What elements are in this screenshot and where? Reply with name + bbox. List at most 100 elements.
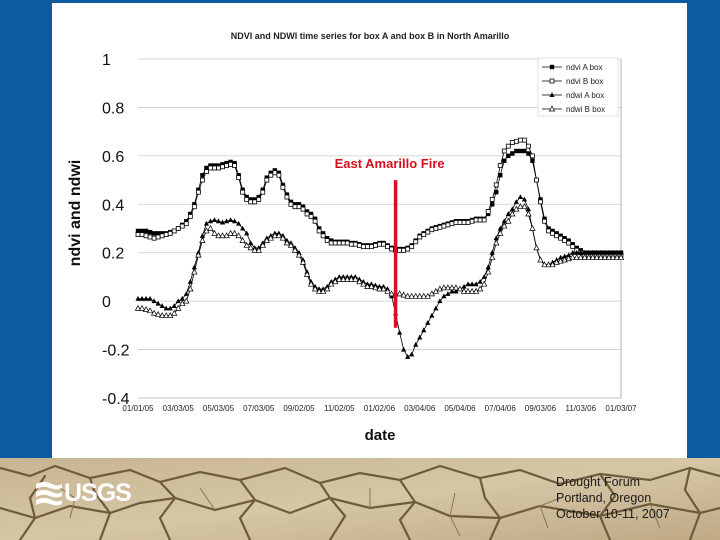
data-point <box>134 304 142 311</box>
data-point <box>216 165 221 171</box>
x-tick-label: 09/03/06 <box>525 404 557 413</box>
data-point <box>509 210 516 217</box>
data-point <box>550 230 555 236</box>
data-point <box>413 239 419 245</box>
data-point <box>244 230 250 236</box>
earth-cracks <box>0 464 720 540</box>
data-point <box>216 163 221 168</box>
data-point <box>558 233 563 238</box>
data-point <box>276 172 282 178</box>
data-point <box>348 275 355 282</box>
data-point <box>477 217 483 223</box>
data-point <box>510 151 515 156</box>
fire-annotation: East Amarillo Fire <box>335 156 445 328</box>
data-point <box>494 189 499 195</box>
data-point <box>542 218 547 224</box>
data-point <box>236 175 242 181</box>
data-point <box>155 234 161 240</box>
data-point <box>192 202 197 207</box>
x-tick-label: 11/02/05 <box>324 404 355 413</box>
footer-caption: Drought Forum Portland, Oregon October 1… <box>556 474 670 522</box>
data-point <box>147 295 153 301</box>
data-point <box>550 228 555 234</box>
data-point <box>477 278 483 284</box>
data-point <box>147 234 153 240</box>
data-point <box>514 148 519 154</box>
data-point <box>420 292 427 299</box>
data-point <box>493 239 500 246</box>
data-point <box>155 231 161 236</box>
x-axis-label: date <box>365 427 396 444</box>
y-tick-label: 0 <box>102 294 111 311</box>
data-point <box>613 254 621 260</box>
data-point <box>589 254 597 260</box>
data-point <box>456 285 464 292</box>
data-point <box>135 295 141 301</box>
data-point <box>324 235 330 241</box>
series-layer <box>134 137 625 359</box>
data-point <box>158 312 166 319</box>
data-point <box>558 254 564 260</box>
data-point <box>139 228 145 234</box>
data-point <box>308 213 314 219</box>
data-point <box>448 284 456 291</box>
data-point <box>219 219 226 225</box>
data-point <box>199 237 206 243</box>
data-point <box>497 163 503 168</box>
data-point <box>581 254 588 260</box>
data-point <box>566 252 572 258</box>
data-point <box>376 285 383 292</box>
data-point <box>340 240 346 246</box>
legend-label: ndvi A box <box>566 63 602 72</box>
data-point <box>151 231 157 236</box>
data-point <box>300 204 306 209</box>
data-point <box>154 310 162 317</box>
data-point <box>304 211 310 217</box>
data-point <box>231 229 238 236</box>
data-point <box>593 254 601 260</box>
data-point <box>522 148 527 154</box>
data-point <box>566 240 572 246</box>
data-point <box>228 159 233 165</box>
data-point <box>315 287 323 294</box>
data-point <box>352 241 358 247</box>
data-point <box>344 240 350 246</box>
data-point <box>183 297 190 304</box>
data-point <box>260 189 266 195</box>
data-point <box>490 202 495 207</box>
y-axis-label: ndvi and ndwi <box>67 160 84 267</box>
data-point <box>264 175 269 180</box>
data-point <box>147 229 153 235</box>
data-point <box>489 254 496 260</box>
x-tick-label: 03/04/06 <box>404 404 436 413</box>
data-point <box>570 244 576 250</box>
data-point <box>554 233 560 239</box>
cracked-earth-banner <box>0 458 720 540</box>
data-point <box>525 206 532 212</box>
data-point <box>163 232 169 237</box>
data-point <box>582 249 588 255</box>
x-tick-label: 01/01/05 <box>122 404 154 413</box>
data-point <box>332 240 338 246</box>
data-point <box>268 172 274 178</box>
data-point <box>275 232 283 239</box>
data-point <box>187 213 193 219</box>
data-point <box>296 202 302 207</box>
data-point <box>167 230 173 236</box>
data-point <box>135 228 141 234</box>
data-point <box>171 303 177 308</box>
data-point <box>521 196 527 202</box>
data-point <box>151 298 157 304</box>
data-point <box>501 218 507 224</box>
data-point <box>372 284 379 291</box>
data-point <box>215 218 222 224</box>
data-point <box>389 246 394 252</box>
data-point <box>469 281 475 287</box>
data-point <box>546 226 551 231</box>
data-point <box>288 201 294 207</box>
data-point <box>618 249 624 255</box>
data-point <box>606 249 612 255</box>
data-point <box>279 234 287 241</box>
data-point <box>541 261 548 268</box>
data-point <box>171 228 177 234</box>
